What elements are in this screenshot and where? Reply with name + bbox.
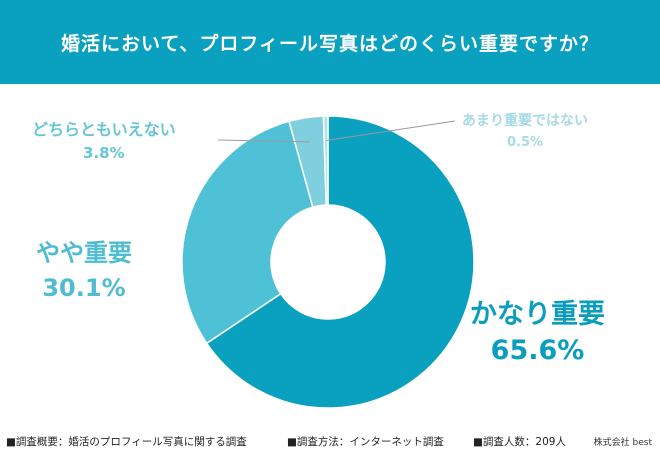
- footer-survey-count: ■調査人数：209人: [473, 436, 566, 448]
- chart-title: 婚活において、プロフィール写真はどのくらい重要ですか？: [0, 0, 660, 84]
- footer-survey-overview: ■調査概要：婚活のプロフィール写真に関する調査: [6, 436, 247, 448]
- slice-kanari: [205, 115, 475, 409]
- slice-label-amari: あまり重要ではない 0.5%: [462, 110, 588, 150]
- footer-brand: 株式会社 best: [593, 438, 652, 448]
- slice-name-yaya: やや重要: [36, 239, 132, 267]
- slice-label-yaya: やや重要 30.1%: [36, 233, 132, 302]
- leader-line-dochira: [217, 139, 310, 143]
- slice-value-yaya: 30.1%: [42, 274, 126, 302]
- donut-chart: [181, 115, 475, 409]
- slice-name-kanari: かなり重要: [470, 299, 605, 330]
- slice-label-dochira: どちらともいえない 3.8%: [32, 116, 176, 162]
- slice-yaya: [181, 120, 314, 345]
- slice-name-dochira: どちらともいえない: [32, 120, 176, 139]
- footer: ■調査概要：婚活のプロフィール写真に関する調査 ■調査方法：インターネット調査 …: [0, 432, 660, 450]
- slice-amari: [322, 115, 329, 206]
- slice-name-amari: あまり重要ではない: [462, 113, 588, 129]
- footer-survey-method: ■調査方法：インターネット調査: [287, 436, 444, 448]
- slice-label-kanari: かなり重要 65.6%: [470, 292, 605, 366]
- slice-value-dochira: 3.8%: [83, 144, 125, 162]
- slice-value-kanari: 65.6%: [490, 335, 585, 366]
- leader-line-amari: [326, 120, 456, 142]
- slice-value-amari: 0.5%: [506, 135, 544, 150]
